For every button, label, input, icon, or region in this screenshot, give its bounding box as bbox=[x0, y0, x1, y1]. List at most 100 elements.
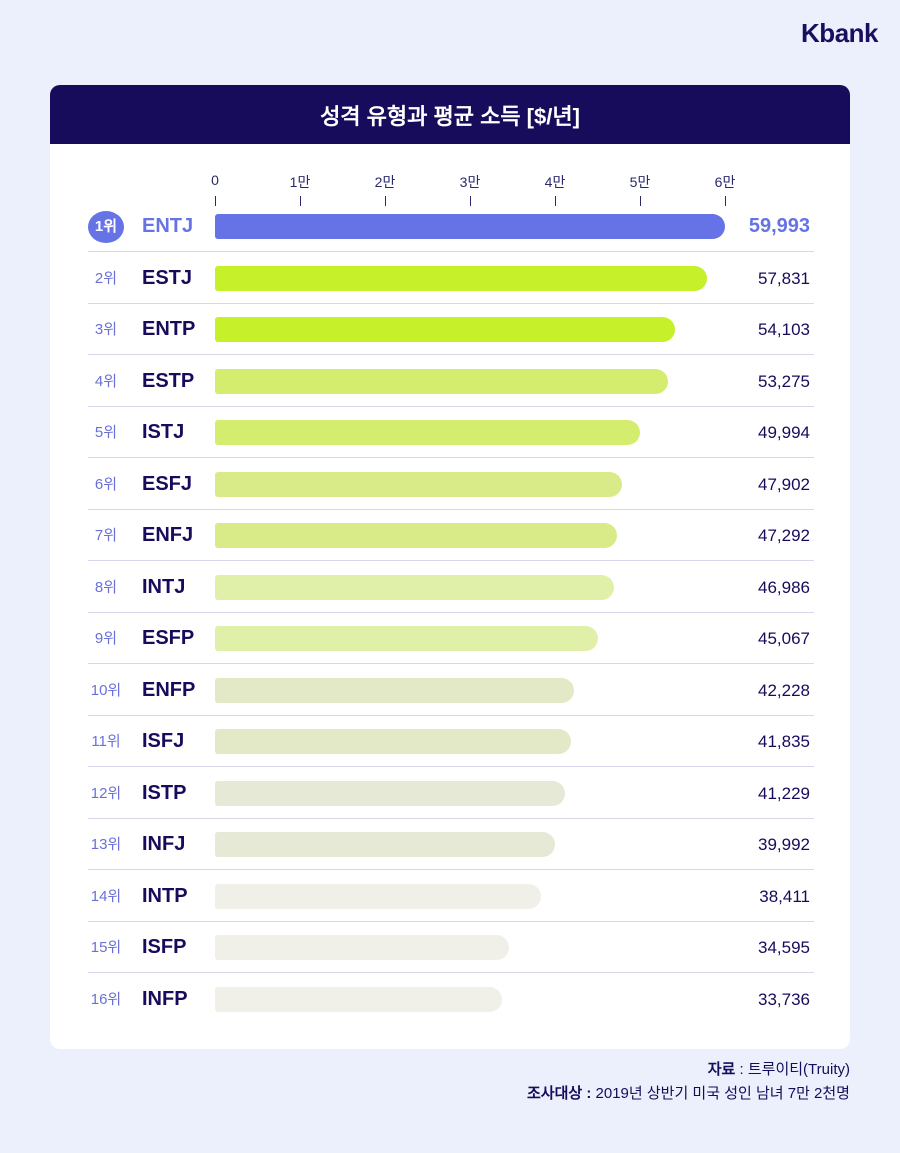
tick-label: 1만 bbox=[289, 174, 311, 190]
row-divider bbox=[88, 302, 814, 304]
value-label: 59,993 bbox=[748, 215, 810, 237]
value-label: 42,228 bbox=[758, 680, 810, 700]
type-label: ISTP bbox=[142, 781, 187, 804]
type-label: ESFJ bbox=[142, 472, 193, 495]
bar-row: 7위 ENFJ 47,292 bbox=[88, 510, 814, 561]
value-label: 47,902 bbox=[758, 474, 810, 494]
row-divider bbox=[88, 869, 814, 870]
type-label: ESTP bbox=[142, 369, 195, 392]
type-label: ENFJ bbox=[142, 524, 194, 546]
bar-row: 12위 ISTP 41,229 bbox=[88, 768, 814, 819]
type-label: ISFP bbox=[142, 936, 187, 958]
bar-row: 16위 INFP 33,736 bbox=[88, 974, 814, 1025]
bar bbox=[215, 986, 502, 1012]
rank-label: 13위 bbox=[90, 836, 122, 853]
row-divider bbox=[88, 457, 814, 458]
rank-label: 15위 bbox=[90, 939, 122, 956]
value-label: 54,103 bbox=[758, 320, 810, 339]
bar bbox=[215, 626, 599, 651]
bar bbox=[215, 317, 675, 342]
rank-label: 1위 bbox=[88, 211, 124, 243]
kbank-logo: Kbank bbox=[801, 18, 878, 48]
survey-value: 2019년 상반기 미국 성인 남녀 7만 2천명 bbox=[591, 1085, 850, 1102]
row-divider bbox=[88, 560, 814, 561]
row-divider bbox=[88, 972, 814, 973]
rank-label: 12위 bbox=[90, 784, 122, 802]
value-label: 46,986 bbox=[758, 577, 810, 597]
rank-label: 3위 bbox=[94, 321, 118, 338]
value-label: 34,595 bbox=[758, 938, 810, 957]
bar bbox=[215, 368, 668, 394]
bar-row: 11위 ISFJ 41,835 bbox=[88, 716, 814, 767]
bar bbox=[215, 729, 571, 754]
chart-title: 성격 유형과 평균 소득 [$/년] bbox=[50, 85, 850, 144]
rank-label: 16위 bbox=[90, 990, 122, 1008]
rank-label: 6위 bbox=[94, 475, 118, 493]
rank-label: 11위 bbox=[91, 733, 121, 750]
row-divider bbox=[88, 405, 814, 407]
value-label: 53,275 bbox=[758, 371, 810, 391]
value-label: 45,067 bbox=[758, 629, 810, 648]
type-label: ISFJ bbox=[142, 730, 185, 752]
rank-label: 5위 bbox=[94, 424, 118, 441]
tick-label: 4만 bbox=[544, 174, 566, 190]
rank-label: 4위 bbox=[94, 372, 118, 390]
value-label: 47,292 bbox=[758, 526, 810, 545]
source-note: 자료 : 트루이티(Truity) bbox=[708, 1058, 850, 1079]
rank-label: 7위 bbox=[94, 527, 118, 544]
bar bbox=[215, 935, 510, 960]
bar bbox=[215, 471, 623, 497]
bar-row: 15위 ISFP 34,595 bbox=[88, 922, 814, 973]
value-label: 33,736 bbox=[758, 989, 810, 1009]
type-label: ESFP bbox=[142, 627, 195, 649]
tick-label: 6만 bbox=[714, 174, 736, 190]
tick-mark bbox=[385, 196, 386, 206]
type-label: INTP bbox=[142, 884, 188, 907]
tick-label: 2만 bbox=[374, 174, 396, 190]
bar bbox=[215, 265, 707, 291]
rank-label: 2위 bbox=[94, 269, 118, 287]
value-label: 39,992 bbox=[758, 835, 810, 854]
rank-label: 10위 bbox=[90, 681, 122, 699]
tick-label: 0 bbox=[211, 172, 219, 188]
row-divider bbox=[88, 354, 814, 355]
tick-mark bbox=[725, 196, 726, 206]
rank-label: 14위 bbox=[90, 887, 122, 905]
bar-row: 3위 ENTP 54,103 bbox=[88, 304, 814, 355]
value-label: 38,411 bbox=[759, 886, 810, 906]
tick-mark bbox=[470, 196, 471, 206]
bar-row: 5위 ISTJ 49,994 bbox=[88, 407, 814, 458]
tick-label: 3만 bbox=[459, 174, 481, 190]
bar-row: 6위 ESFJ 47,902 bbox=[88, 459, 814, 510]
bar bbox=[215, 832, 555, 857]
bar-row: 9위 ESFP 45,067 bbox=[88, 613, 814, 664]
row-divider bbox=[88, 920, 814, 922]
type-label: ENTJ bbox=[142, 215, 194, 237]
bar bbox=[215, 214, 725, 239]
bar-row: 2위 ESTJ 57,831 bbox=[88, 253, 814, 304]
bar-row: 4위 ESTP 53,275 bbox=[88, 356, 814, 407]
tick-mark bbox=[300, 196, 301, 206]
tick-mark bbox=[640, 196, 641, 206]
row-divider bbox=[88, 817, 814, 819]
row-divider bbox=[88, 766, 814, 767]
row-divider bbox=[88, 714, 814, 716]
value-label: 41,229 bbox=[758, 783, 810, 803]
type-label: INFJ bbox=[142, 833, 186, 855]
rank-label: 9위 bbox=[94, 630, 118, 647]
type-label: INFP bbox=[142, 987, 188, 1010]
bar bbox=[215, 780, 566, 806]
row-divider bbox=[88, 663, 814, 664]
bar-row: 1위 ENTJ 59,993 bbox=[88, 201, 814, 252]
tick-mark bbox=[555, 196, 556, 206]
row-divider bbox=[88, 611, 814, 613]
bar bbox=[215, 523, 617, 548]
survey-label: 조사대상 : bbox=[526, 1085, 592, 1102]
row-divider bbox=[88, 251, 814, 252]
bar bbox=[215, 883, 542, 909]
value-label: 41,835 bbox=[758, 732, 810, 751]
type-label: ENFP bbox=[142, 678, 196, 701]
chart-card: 0 1만 2만 3만 4만 5만 6만 1위 ENTJ 59,993 2위 ESTJ 57,8… bbox=[50, 144, 850, 1049]
tick-label: 5만 bbox=[629, 174, 651, 190]
bar-row: 13위 INFJ 39,992 bbox=[88, 819, 814, 870]
